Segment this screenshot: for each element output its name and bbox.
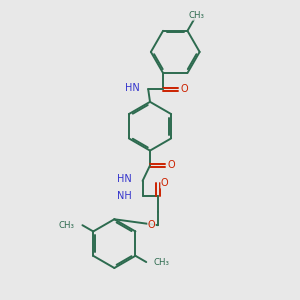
Text: O: O xyxy=(148,220,155,230)
Text: CH₃: CH₃ xyxy=(154,258,170,267)
Text: NH: NH xyxy=(117,191,132,201)
Text: O: O xyxy=(161,178,168,188)
Text: O: O xyxy=(168,160,175,170)
Text: O: O xyxy=(181,84,188,94)
Text: CH₃: CH₃ xyxy=(188,11,205,20)
Text: HN: HN xyxy=(124,83,139,93)
Text: CH₃: CH₃ xyxy=(59,221,75,230)
Text: HN: HN xyxy=(117,173,132,184)
